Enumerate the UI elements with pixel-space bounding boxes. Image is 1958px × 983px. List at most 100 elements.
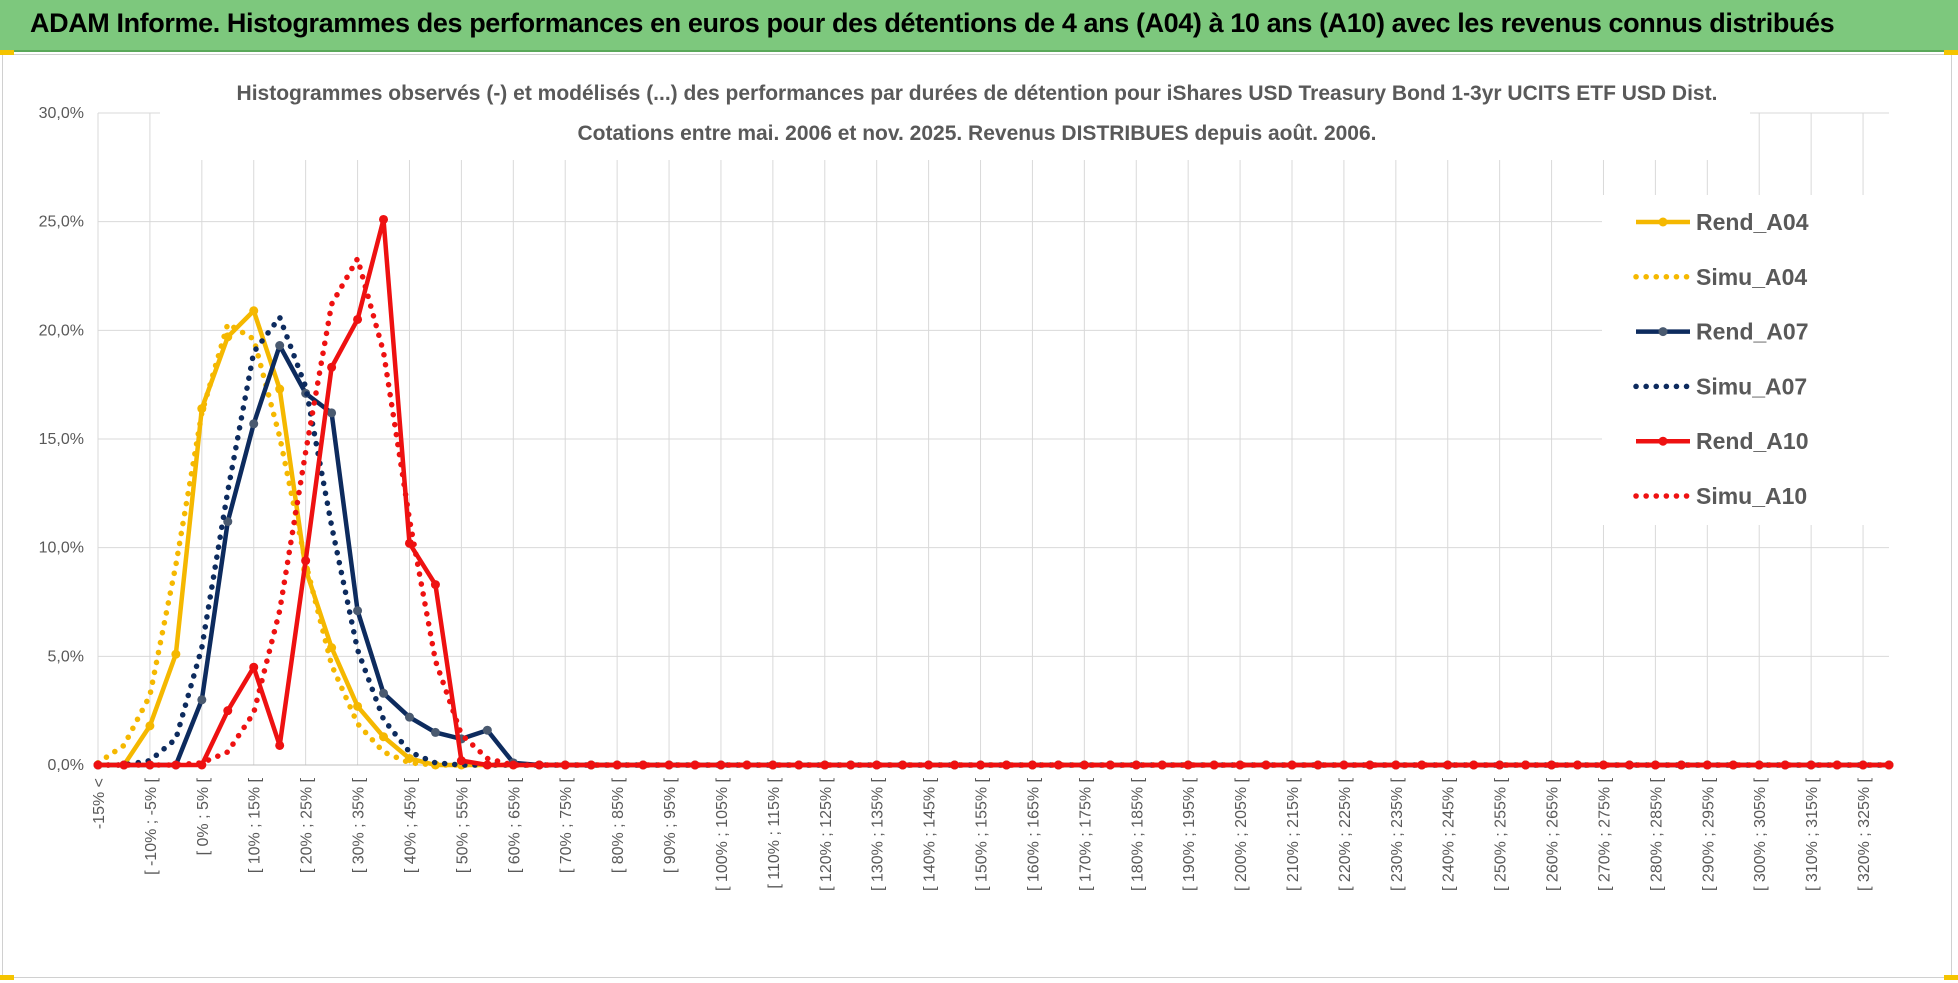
point-rend-a10 [1417, 760, 1427, 770]
x-tick-label: [ 230% ; 235% [ [1389, 777, 1406, 891]
x-tick-label: [ 250% ; 255% [ [1493, 777, 1510, 891]
point-rend-a10 [379, 214, 389, 224]
corner-mark-bottom-right [1944, 975, 1958, 980]
x-tick-label: [ 0% ; 5% [ [195, 777, 212, 855]
point-rend-a04 [145, 721, 155, 731]
y-tick-label: 15,0% [39, 431, 84, 448]
x-tick-label: [ 40% ; 45% [ [402, 777, 419, 873]
point-rend-a10 [119, 760, 129, 770]
x-tick-label: [ 310% ; 315% [ [1804, 777, 1821, 891]
y-axis-ticks: 0,0% 5,0% 10,0% 15,0% 20,0% 25,0% 30,0% [39, 105, 84, 774]
point-rend-a07 [275, 341, 285, 351]
x-tick-label: [ 70% ; 75% [ [558, 777, 575, 873]
corner-mark-top-right [1944, 50, 1958, 55]
series-line-simu-a10 [95, 255, 1892, 768]
point-rend-a07 [327, 408, 337, 418]
x-tick-label: [ -10% ; -5% [ [143, 777, 160, 874]
x-tick-label: [ 60% ; 65% [ [506, 777, 523, 873]
x-tick-label: [ 300% ; 305% [ [1752, 777, 1769, 891]
point-rend-a10 [638, 760, 648, 770]
chart-frame [2, 54, 1952, 978]
point-rend-a04 [171, 649, 181, 659]
point-rend-a10 [249, 662, 259, 672]
x-tick-label: [ 80% ; 85% [ [610, 777, 627, 873]
legend-label-rend-a07: Rend_A07 [1696, 319, 1808, 345]
y-tick-label: 25,0% [39, 214, 84, 231]
chart-title-line2: Cotations entre mai. 2006 et nov. 2025. … [577, 122, 1376, 145]
point-rend-a04 [275, 384, 285, 394]
report-banner: ADAM Informe. Histogrammes des performan… [0, 0, 1958, 52]
point-rend-a10 [1001, 760, 1011, 770]
x-tick-label: [ 120% ; 125% [ [818, 777, 835, 891]
legend-marker-rend-a04 [1658, 217, 1668, 227]
x-tick-label: [ 270% ; 275% [ [1596, 777, 1613, 891]
legend-label-rend-a10: Rend_A10 [1696, 428, 1808, 454]
x-tick-label: [ 150% ; 155% [ [974, 777, 991, 891]
x-tick-label: [ 10% ; 15% [ [247, 777, 264, 873]
point-rend-a04 [353, 701, 363, 711]
point-rend-a10 [223, 706, 233, 716]
point-rend-a07 [197, 695, 207, 705]
x-tick-label: [ 30% ; 35% [ [351, 777, 368, 873]
x-tick-label: [ 50% ; 55% [ [454, 777, 471, 873]
point-rend-a04 [379, 732, 389, 742]
point-rend-a07 [482, 725, 492, 735]
x-tick-label: [ 220% ; 225% [ [1337, 777, 1354, 891]
point-rend-a10 [430, 580, 440, 590]
point-rend-a10 [482, 760, 492, 770]
point-rend-a10 [1884, 760, 1894, 770]
x-tick-label: [ 320% ; 325% [ [1856, 777, 1873, 891]
legend-marker-rend-a07 [1658, 327, 1668, 337]
point-rend-a10 [1235, 760, 1245, 770]
x-tick-label: [ 280% ; 285% [ [1648, 777, 1665, 891]
series-line-simu-a07 [95, 314, 1892, 768]
point-rend-a07 [404, 712, 414, 722]
point-rend-a10 [1547, 760, 1557, 770]
point-rend-a10 [301, 556, 311, 566]
point-rend-a10 [1365, 760, 1375, 770]
x-tick-label: [ 170% ; 175% [ [1077, 777, 1094, 891]
x-tick-label: [ 210% ; 215% [ [1285, 777, 1302, 891]
x-tick-label: [ 260% ; 265% [ [1545, 777, 1562, 891]
y-tick-label: 0,0% [48, 757, 84, 774]
chart-title-line1: Histogrammes observés (-) et modélisés (… [237, 82, 1718, 105]
point-rend-a10 [1598, 760, 1608, 770]
point-rend-a07 [379, 688, 389, 698]
legend: Rend_A04 Simu_A04 Rend_A07 Simu_A07 Rend_A10… [1633, 209, 1809, 509]
y-tick-label: 30,0% [39, 105, 84, 122]
x-tick-label: [ 140% ; 145% [ [922, 777, 939, 891]
series-layer [93, 214, 1894, 770]
point-rend-a10 [456, 756, 466, 766]
point-rend-a10 [1053, 760, 1063, 770]
title-backdrop [160, 68, 1750, 160]
x-tick-label: [ 130% ; 135% [ [870, 777, 887, 891]
point-rend-a10 [872, 760, 882, 770]
corner-mark-bottom-left [0, 975, 14, 980]
x-tick-label: [ 160% ; 165% [ [1025, 777, 1042, 891]
legend-label-rend-a04: Rend_A04 [1696, 209, 1809, 235]
y-tick-label: 5,0% [48, 648, 84, 665]
x-tick-label: [ 190% ; 195% [ [1181, 777, 1198, 891]
point-rend-a10 [275, 740, 285, 750]
grid-layer [97, 112, 1889, 766]
point-rend-a10 [1728, 760, 1738, 770]
legend-box [1602, 195, 1892, 525]
corner-mark-top-left [0, 50, 14, 55]
point-rend-a04 [249, 306, 259, 316]
x-tick-label: -15% < [91, 778, 108, 829]
point-rend-a07 [249, 419, 259, 429]
point-rend-a10 [820, 760, 830, 770]
point-rend-a10 [353, 314, 363, 324]
x-tick-label: [ 180% ; 185% [ [1129, 777, 1146, 891]
point-rend-a07 [353, 606, 363, 616]
x-tick-label: [ 100% ; 105% [ [714, 777, 731, 891]
x-tick-label: [ 20% ; 25% [ [299, 777, 316, 873]
point-rend-a10 [1183, 760, 1193, 770]
y-tick-label: 10,0% [39, 540, 84, 557]
point-rend-a10 [690, 760, 700, 770]
point-rend-a10 [327, 362, 337, 372]
x-tick-label: [ 240% ; 245% [ [1441, 777, 1458, 891]
x-tick-label: [ 200% ; 205% [ [1233, 777, 1250, 891]
